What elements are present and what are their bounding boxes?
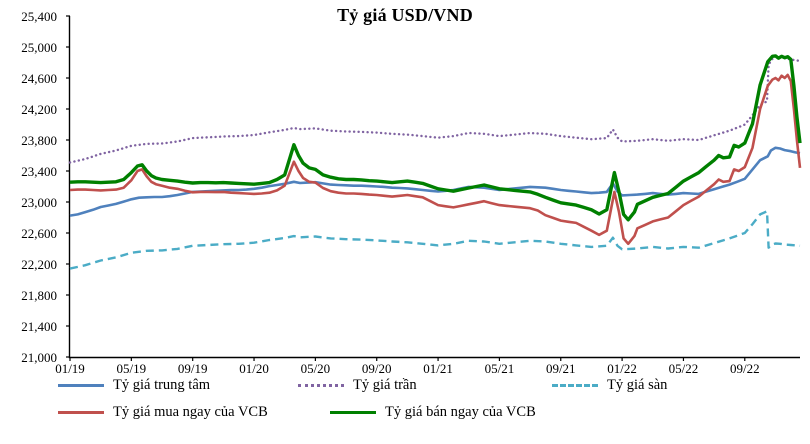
x-tick-label: 01/22 — [607, 361, 637, 376]
series-line-mua-vcb — [69, 73, 802, 246]
legend-line-tran — [298, 384, 344, 387]
y-tick-label: 22,200 — [21, 256, 57, 272]
legend-line-san — [552, 384, 598, 387]
legend-item-san: Tỷ giá sàn — [552, 377, 667, 394]
x-tick-label: 09/20 — [361, 361, 392, 376]
series-line-san — [69, 210, 801, 270]
x-tick-label: 05/21 — [484, 361, 515, 376]
series-line-tran — [68, 55, 802, 164]
legend-label-trung-tam: Tỷ giá trung tâm — [113, 377, 211, 393]
y-tick-label: 23,000 — [21, 194, 57, 210]
x-tick-label: 01/21 — [423, 361, 453, 376]
legend-item-tran: Tỷ giá trần — [298, 377, 417, 394]
y-tick-label: 21,000 — [21, 349, 57, 365]
legend-label-mua-vcb: Tỷ giá mua ngay của VCB — [113, 404, 268, 420]
y-tick-label: 23,400 — [21, 163, 57, 179]
x-tick-label: 05/19 — [116, 361, 147, 376]
legend-item-mua-vcb: Tỷ giá mua ngay của VCB — [58, 404, 268, 421]
series-line-ban-vcb — [69, 54, 802, 222]
x-tick-label: 01/20 — [239, 361, 269, 376]
legend-item-ban-vcb: Tỷ giá bán ngay của VCB — [330, 404, 536, 421]
legend-line-ban-vcb — [330, 411, 376, 414]
x-tick-label: 05/22 — [668, 361, 699, 376]
x-tick-label: 05/20 — [300, 361, 331, 376]
x-tick-label: 01/19 — [55, 361, 85, 376]
legend-label-tran: Tỷ giá trần — [353, 377, 417, 393]
y-tick-label: 25,000 — [21, 39, 57, 55]
legend-line-mua-vcb — [58, 411, 104, 414]
y-tick-label: 24,600 — [21, 70, 57, 86]
chart-title: Tỷ giá USD/VND — [337, 5, 473, 25]
y-tick-label: 21,400 — [21, 318, 57, 334]
x-tick-label: 09/21 — [545, 361, 576, 376]
legend-line-trung-tam — [58, 384, 104, 387]
y-tick-label: 25,400 — [21, 8, 57, 24]
legend-label-san: Tỷ giá sàn — [607, 377, 668, 393]
legend-item-trung-tam: Tỷ giá trung tâm — [58, 377, 210, 394]
x-tick-label: 09/22 — [729, 361, 760, 376]
y-tick-label: 22,600 — [21, 225, 57, 241]
x-tick-label: 09/19 — [177, 361, 208, 376]
y-tick-label: 24,200 — [21, 101, 57, 117]
y-tick-label: 21,800 — [21, 287, 57, 303]
legend-label-ban-vcb: Tỷ giá bán ngay của VCB — [385, 404, 536, 420]
y-tick-label: 23,800 — [21, 132, 57, 148]
